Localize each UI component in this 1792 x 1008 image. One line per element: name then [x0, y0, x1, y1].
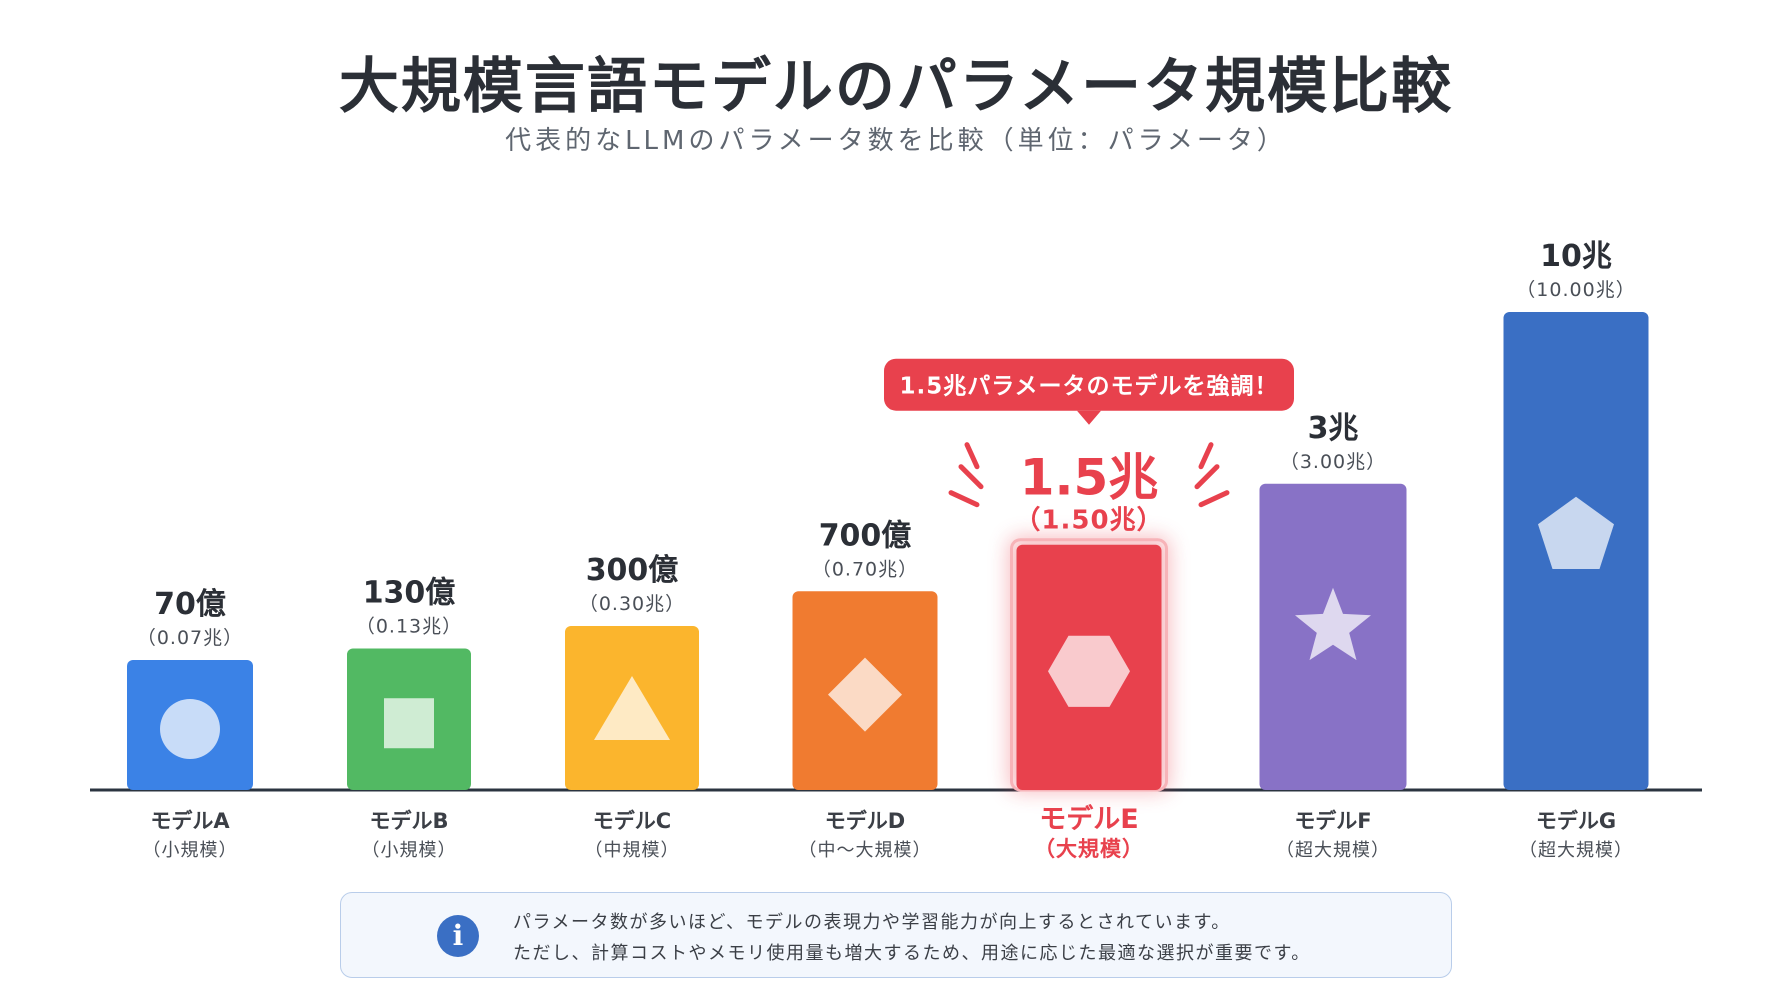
value-label: 300億	[586, 553, 679, 588]
value-sublabel: （0.70兆）	[812, 558, 918, 580]
emphasis-burst-line	[1194, 464, 1220, 490]
category-sublabel: （中規模）	[585, 840, 680, 861]
note-line-2: ただし、計算コストやメモリ使用量も増大するため、用途に応じた最適な選択が重要です…	[513, 943, 1311, 964]
value-label: 70億	[154, 587, 226, 622]
circle-icon	[160, 699, 220, 759]
value-sublabel: （0.13兆）	[356, 615, 462, 637]
value-sublabel: （0.07兆）	[137, 627, 243, 649]
info-note: i パラメータ数が多いほど、モデルの表現力や学習能力が向上するとされています。 …	[340, 892, 1452, 978]
category-label: モデルF	[1294, 809, 1371, 833]
star-icon	[1295, 587, 1371, 661]
emphasis-burst-line	[958, 464, 984, 490]
note-line-1: パラメータ数が多いほど、モデルの表現力や学習能力が向上するとされています。	[513, 912, 1231, 933]
value-label: 1.5兆	[1020, 449, 1159, 507]
category-sublabel: （小規模）	[362, 840, 457, 861]
diamond-icon	[828, 657, 902, 732]
info-icon: i	[437, 915, 479, 957]
category-label: モデルB	[369, 809, 448, 833]
emphasis-burst-line	[964, 442, 980, 470]
category-sublabel: （小規模）	[143, 840, 238, 861]
category-sublabel: （超大規模）	[1519, 840, 1633, 861]
emphasis-burst-line	[948, 490, 980, 508]
value-label: 10兆	[1540, 239, 1612, 274]
value-sublabel: （3.00兆）	[1280, 451, 1386, 473]
value-label: 3兆	[1308, 411, 1359, 446]
triangle-icon	[594, 675, 670, 740]
category-label: モデルD	[825, 809, 905, 833]
value-label: 700億	[819, 518, 912, 553]
callout-text: 1.5兆パラメータのモデルを強調！	[899, 373, 1278, 400]
category-label: モデルG	[1536, 809, 1616, 833]
page-subtitle: 代表的なLLMのパラメータ数を比較（単位：パラメータ）	[505, 126, 1287, 156]
callout-bubble	[884, 358, 1294, 411]
value-sublabel: （0.30兆）	[579, 593, 685, 615]
category-label: モデルC	[593, 809, 671, 833]
hexagon-icon	[1048, 635, 1130, 707]
pentagon-icon	[1538, 496, 1614, 569]
category-sublabel: （超大規模）	[1276, 840, 1390, 861]
callout-pointer	[1077, 410, 1101, 425]
category-label: モデルE	[1039, 803, 1138, 835]
category-label: モデルA	[150, 809, 230, 833]
value-sublabel: （10.00兆）	[1516, 279, 1635, 301]
emphasis-burst-line	[1198, 490, 1230, 508]
emphasis-burst-line	[1198, 442, 1214, 470]
value-sublabel: （1.50兆）	[1014, 506, 1163, 536]
value-label: 130億	[363, 575, 456, 610]
page-title: 大規模言語モデルのパラメータ規模比較	[338, 52, 1454, 122]
category-sublabel: （大規模）	[1034, 837, 1144, 861]
square-icon	[384, 698, 434, 749]
category-sublabel: （中〜大規模）	[799, 840, 932, 861]
